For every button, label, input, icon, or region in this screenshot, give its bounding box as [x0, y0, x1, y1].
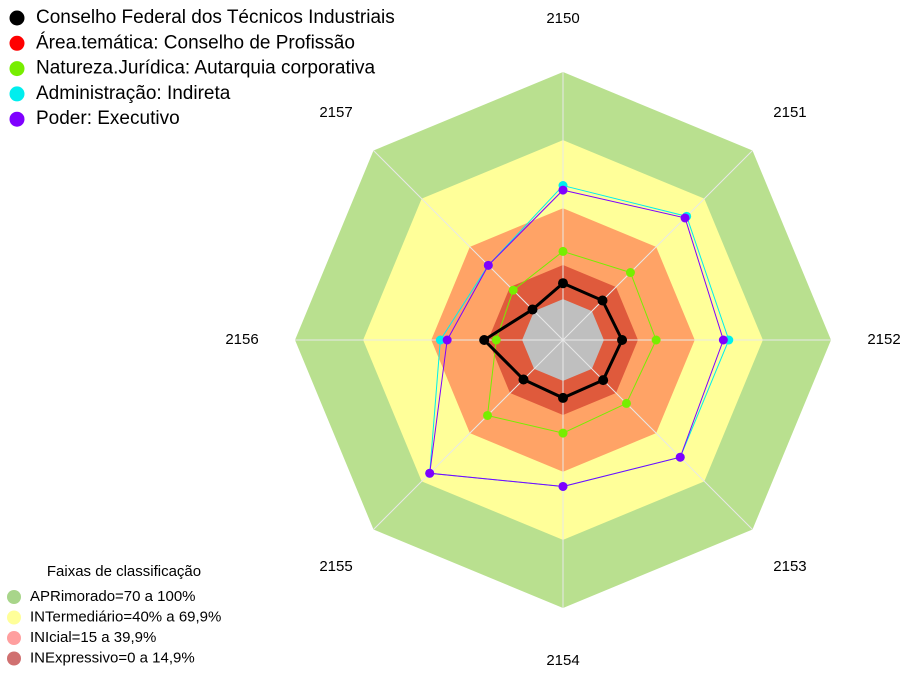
series-point — [718, 335, 728, 345]
series-point — [518, 374, 529, 385]
series-point — [558, 392, 568, 403]
band-legend-label: INTermediário=40% a 69,9% — [30, 608, 221, 625]
series-point — [491, 335, 501, 345]
series-point — [558, 428, 568, 438]
legend-label: Natureza.Jurídica: Autarquia corporativa — [36, 58, 375, 79]
series-point — [508, 285, 518, 295]
spoke — [562, 150, 753, 341]
category-label: 2154 — [546, 652, 579, 669]
series-point — [558, 246, 568, 256]
series-point — [435, 335, 445, 345]
band-legend-marker — [7, 590, 21, 604]
legend-marker — [9, 61, 25, 77]
series-point — [479, 335, 490, 345]
legend-marker — [9, 86, 25, 102]
legend-marker — [9, 10, 25, 26]
series-point — [442, 335, 452, 345]
series-point — [680, 213, 690, 223]
series-point — [558, 481, 568, 491]
category-label: 2155 — [319, 558, 352, 575]
category-label: 2157 — [319, 104, 352, 121]
band-legend-marker — [7, 651, 21, 666]
legend-label: Administração: Indireta — [36, 83, 231, 104]
legend-marker — [9, 111, 25, 127]
category-label: 2150 — [546, 10, 579, 27]
series-point — [651, 335, 661, 345]
series-point — [598, 375, 609, 386]
category-label: 2153 — [773, 558, 806, 575]
series-point — [675, 452, 685, 462]
series-point — [597, 295, 608, 306]
series-point — [425, 468, 435, 478]
legend-label: Área.temática: Conselho de Profissão — [36, 32, 355, 53]
band-legend-title: Faixas de classificação — [47, 563, 201, 580]
series-point — [558, 278, 568, 289]
spoke — [373, 339, 564, 530]
band-legend-marker — [7, 610, 21, 625]
series-point — [558, 185, 568, 195]
legend-marker — [9, 35, 25, 51]
category-label: 2156 — [225, 331, 258, 348]
series-point — [621, 398, 631, 408]
legend-label: Poder: Executivo — [36, 108, 180, 129]
series-point — [483, 410, 493, 420]
band-legend-marker — [7, 631, 21, 645]
category-label: 2152 — [867, 331, 900, 348]
band-legend-label: INIcial=15 a 39,9% — [30, 629, 156, 646]
series-point — [483, 260, 493, 270]
series-point — [527, 304, 538, 315]
band-legend-label: APRimorado=70 a 100% — [30, 588, 196, 605]
spoke — [562, 339, 753, 530]
legend-label: Conselho Federal dos Técnicos Industriai… — [36, 7, 395, 28]
category-label: 2151 — [773, 104, 806, 121]
series-point — [625, 268, 635, 278]
series-point — [617, 335, 628, 345]
band-legend-label: INExpressivo=0 a 14,9% — [30, 649, 195, 666]
